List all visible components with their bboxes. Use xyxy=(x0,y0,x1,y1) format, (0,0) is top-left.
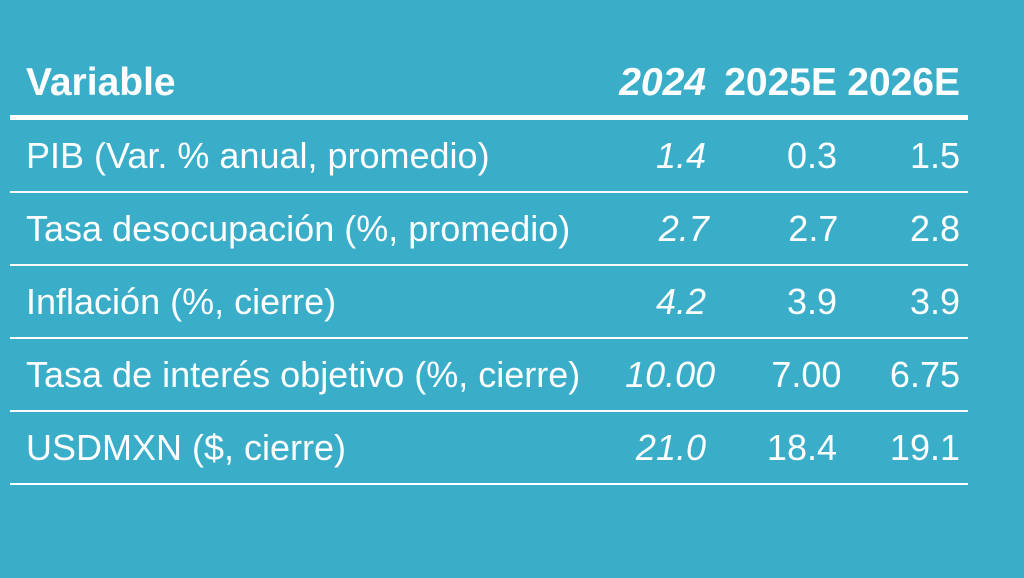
value-2024: 1.4 xyxy=(655,134,706,176)
macro-forecast-table: Variable 2024 2025E 2026E PIB (Var. % an… xyxy=(10,50,968,485)
value-2024: 4.2 xyxy=(655,280,706,322)
column-header-2025e: 2025E xyxy=(724,60,837,104)
value-2026e: 3.9 xyxy=(909,280,960,322)
table-row-desocupacion: Tasa desocupación (%, promedio) 2.7 2.7 … xyxy=(10,193,968,266)
value-2024: 21.0 xyxy=(635,426,706,468)
value-2026e: 2.8 xyxy=(909,207,960,249)
column-header-2024: 2024 xyxy=(619,60,706,104)
value-2025e: 0.3 xyxy=(786,134,837,176)
row-label: Tasa de interés objetivo (%, cierre) xyxy=(26,353,581,395)
value-2026e: 1.5 xyxy=(909,134,960,176)
table-row-pib: PIB (Var. % anual, promedio) 1.4 0.3 1.5 xyxy=(10,120,968,193)
table-row-usdmxn: USDMXN ($, cierre) 21.0 18.4 19.1 xyxy=(10,412,968,485)
value-2024: 10.00 xyxy=(625,353,716,395)
table-header-row: Variable 2024 2025E 2026E xyxy=(10,50,968,120)
value-2026e: 19.1 xyxy=(889,426,960,468)
value-2025e: 7.00 xyxy=(771,353,842,395)
value-2025e: 3.9 xyxy=(786,280,837,322)
value-2025e: 2.7 xyxy=(788,207,839,249)
table-row-inflacion: Inflación (%, cierre) 4.2 3.9 3.9 xyxy=(10,266,968,339)
column-header-variable: Variable xyxy=(26,60,176,104)
value-2026e: 6.75 xyxy=(889,353,960,395)
row-label: Tasa desocupación (%, promedio) xyxy=(26,207,571,249)
row-label: PIB (Var. % anual, promedio) xyxy=(26,134,490,176)
table-row-tasa-interes: Tasa de interés objetivo (%, cierre) 10.… xyxy=(10,339,968,412)
value-2024: 2.7 xyxy=(658,207,709,249)
column-header-2026e: 2026E xyxy=(847,60,960,104)
value-2025e: 18.4 xyxy=(766,426,837,468)
row-label: Inflación (%, cierre) xyxy=(26,280,337,322)
row-label: USDMXN ($, cierre) xyxy=(26,426,347,468)
